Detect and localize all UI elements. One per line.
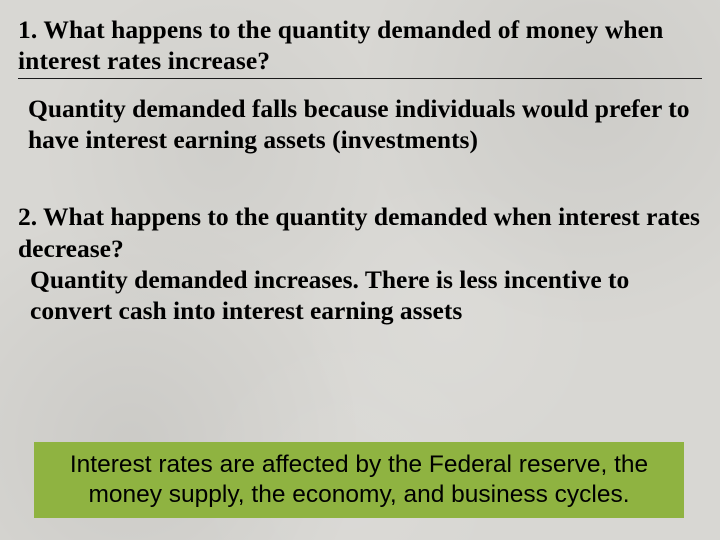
callout-text: Interest rates are affected by the Feder…: [70, 451, 648, 508]
question-1-underline: [18, 78, 702, 79]
answer-2: Quantity demanded increases. There is le…: [30, 264, 692, 326]
slide: 1. What happens to the quantity demanded…: [0, 0, 720, 540]
question-1: 1. What happens to the quantity demanded…: [18, 14, 702, 76]
callout-box: Interest rates are affected by the Feder…: [34, 442, 684, 518]
spacer: [18, 155, 702, 201]
question-2: 2. What happens to the quantity demanded…: [18, 201, 702, 263]
answer-1: Quantity demanded falls because individu…: [28, 93, 694, 155]
